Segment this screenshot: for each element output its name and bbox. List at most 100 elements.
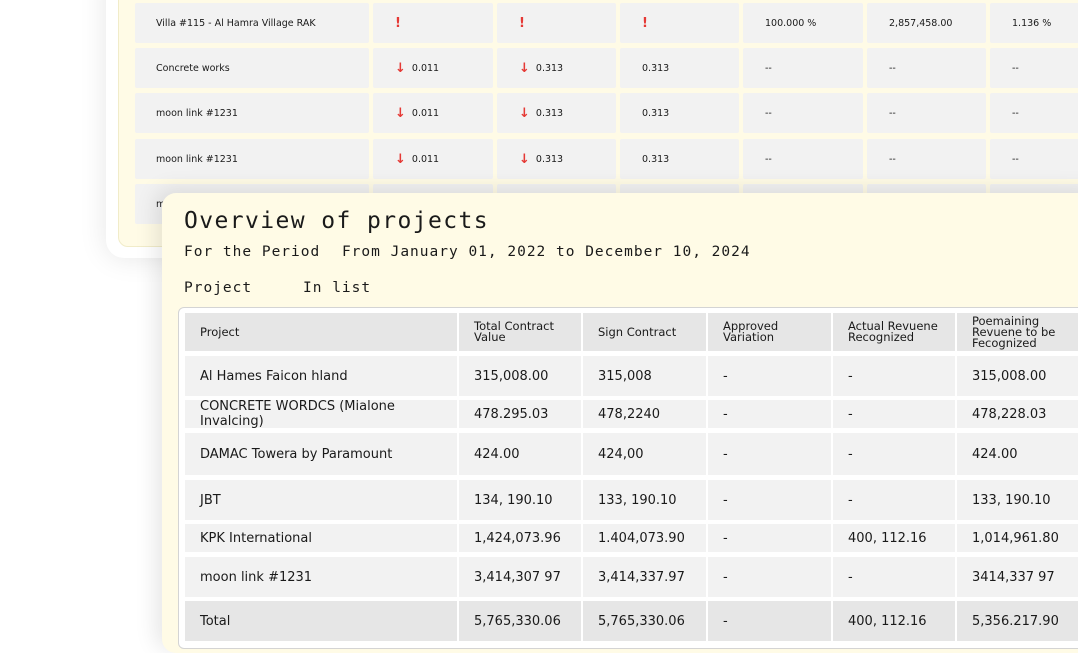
- bg-cell-value: ↓ 0.011: [373, 48, 493, 88]
- bg-cell-value: 0.313: [620, 48, 739, 88]
- bg-cell-value: ↓ 0.313: [497, 139, 616, 179]
- bg-row-name: moon link #1231: [135, 93, 369, 133]
- table-cell-approved-variation: -: [708, 557, 831, 597]
- table-cell-approved-variation: -: [708, 433, 831, 475]
- period-label: For the Period: [184, 244, 321, 260]
- table-cell-remaining-revenue: 315,008.00: [957, 356, 1078, 396]
- table-cell-total-contract-value: 478.295.03: [459, 400, 581, 428]
- table-cell-sign-contract: 3,414,337.97: [583, 557, 706, 597]
- bg-cell-value: ↓ 0.011: [373, 139, 493, 179]
- bg-cell-text: 0.313: [535, 153, 564, 165]
- column-header-actual-revenue: Actual Revuene Recognized: [833, 313, 955, 351]
- arrow-down-icon: ↓: [519, 151, 530, 167]
- warning-icon: !: [642, 15, 648, 31]
- arrow-down-icon: ↓: [395, 60, 406, 76]
- table-cell-project-name[interactable]: KPK International: [185, 524, 457, 552]
- column-header-project-name: Project: [185, 313, 457, 351]
- table-cell-approved-variation: -: [708, 400, 831, 428]
- bg-cell-value: 2,857,458.00: [867, 3, 986, 43]
- table-cell-actual-revenue: -: [833, 433, 955, 475]
- bg-cell-value: --: [990, 139, 1078, 179]
- bg-cell-text: Concrete works: [156, 62, 230, 74]
- bg-row-name: moon link #1231: [135, 139, 369, 179]
- bg-cell-text: --: [889, 153, 896, 165]
- bg-row-name: Concrete works: [135, 48, 369, 88]
- bg-cell-value: ↓ 0.313: [497, 48, 616, 88]
- bg-cell-text: --: [765, 107, 772, 119]
- bg-cell-value: ↓ 0.011: [373, 93, 493, 133]
- column-header-approved-variation: Approved Variation: [708, 313, 831, 351]
- bg-cell-text: 0.313: [642, 62, 670, 74]
- table-cell-project-name[interactable]: moon link #1231: [185, 557, 457, 597]
- table-cell-actual-revenue: -: [833, 557, 955, 597]
- bg-cell-text: 0.313: [535, 62, 564, 74]
- bg-cell-value: 1.136 %: [990, 3, 1078, 43]
- arrow-down-icon: ↓: [519, 60, 530, 76]
- bg-cell-value: --: [990, 93, 1078, 133]
- arrow-down-icon: ↓: [395, 105, 406, 121]
- total-cell-sign-contract: 5,765,330.06: [583, 601, 706, 641]
- bg-cell-text: 100.000 %: [765, 17, 817, 29]
- bg-cell-text: 0.011: [411, 62, 440, 74]
- period-line: For the Period From January 01, 2022 to …: [184, 244, 763, 260]
- bg-row-name: Villa #115 - Al Hamra Village RAK: [135, 3, 369, 43]
- bg-cell-value: --: [743, 48, 863, 88]
- bg-cell-value: 0.313: [620, 93, 739, 133]
- column-header-sign-contract: Sign Contract: [583, 313, 706, 351]
- project-filter: Project In list: [184, 280, 370, 296]
- total-cell-actual-revenue: 400, 112.16: [833, 601, 955, 641]
- bg-cell-text: 0.313: [642, 153, 670, 165]
- bg-cell-value: --: [867, 139, 986, 179]
- bg-cell-text: 0.011: [411, 153, 440, 165]
- bg-cell-value: !: [497, 3, 616, 43]
- bg-cell-text: --: [1012, 107, 1019, 119]
- table-cell-total-contract-value: 3,414,307 97: [459, 557, 581, 597]
- bg-cell-value: 0.313: [620, 139, 739, 179]
- total-cell-total-contract-value: 5,765,330.06: [459, 601, 581, 641]
- bg-cell-text: --: [889, 62, 896, 74]
- table-cell-sign-contract: 315,008: [583, 356, 706, 396]
- filter-label: Project: [184, 280, 253, 296]
- column-header-total-contract-value: Total Contract Value: [459, 313, 581, 351]
- period-value: From January 01, 2022 to December 10, 20…: [341, 244, 751, 260]
- page-title: Overview of projects: [184, 208, 489, 234]
- filter-value[interactable]: In list: [303, 280, 372, 296]
- bg-cell-text: --: [1012, 62, 1019, 74]
- table-cell-project-name[interactable]: DAMAC Towera by Paramount: [185, 433, 457, 475]
- bg-cell-text: --: [765, 62, 772, 74]
- table-cell-remaining-revenue: 424.00: [957, 433, 1078, 475]
- table-cell-total-contract-value: 1,424,073.96: [459, 524, 581, 552]
- bg-cell-value: !: [373, 3, 493, 43]
- table-cell-remaining-revenue: 3414,337 97: [957, 557, 1078, 597]
- table-cell-sign-contract: 133, 190.10: [583, 480, 706, 520]
- bg-cell-text: 2,857,458.00: [889, 17, 953, 29]
- table-cell-actual-revenue: -: [833, 480, 955, 520]
- bg-cell-value: ↓ 0.313: [497, 93, 616, 133]
- bg-cell-text: moon link #1231: [156, 153, 238, 165]
- table-cell-project-name[interactable]: Al Hames Faicon hland: [185, 356, 457, 396]
- table-cell-sign-contract: 424,00: [583, 433, 706, 475]
- warning-icon: !: [395, 15, 401, 31]
- total-cell-project-name: Total: [185, 601, 457, 641]
- table-cell-total-contract-value: 134, 190.10: [459, 480, 581, 520]
- table-cell-approved-variation: -: [708, 356, 831, 396]
- bg-cell-value: --: [743, 93, 863, 133]
- bg-cell-text: --: [765, 153, 772, 165]
- table-cell-actual-revenue: -: [833, 356, 955, 396]
- bg-cell-text: --: [889, 107, 896, 119]
- table-cell-project-name[interactable]: JBT: [185, 480, 457, 520]
- table-cell-approved-variation: -: [708, 524, 831, 552]
- bg-cell-text: moon link #1231: [156, 107, 238, 119]
- bg-cell-value: --: [990, 48, 1078, 88]
- arrow-down-icon: ↓: [519, 105, 530, 121]
- arrow-down-icon: ↓: [395, 151, 406, 167]
- table-cell-project-name[interactable]: CONCRETE WORDCS (Mialone Invalcing): [185, 399, 457, 429]
- bg-cell-text: m: [156, 198, 166, 210]
- table-cell-approved-variation: -: [708, 480, 831, 520]
- total-cell-remaining-revenue: 5,356.217.90: [957, 601, 1078, 641]
- bg-cell-text: --: [1012, 153, 1019, 165]
- table-cell-sign-contract: 478,2240: [583, 400, 706, 428]
- table-cell-actual-revenue: -: [833, 400, 955, 428]
- bg-cell-value: !: [620, 3, 739, 43]
- bg-cell-text: Villa #115 - Al Hamra Village RAK: [156, 17, 316, 29]
